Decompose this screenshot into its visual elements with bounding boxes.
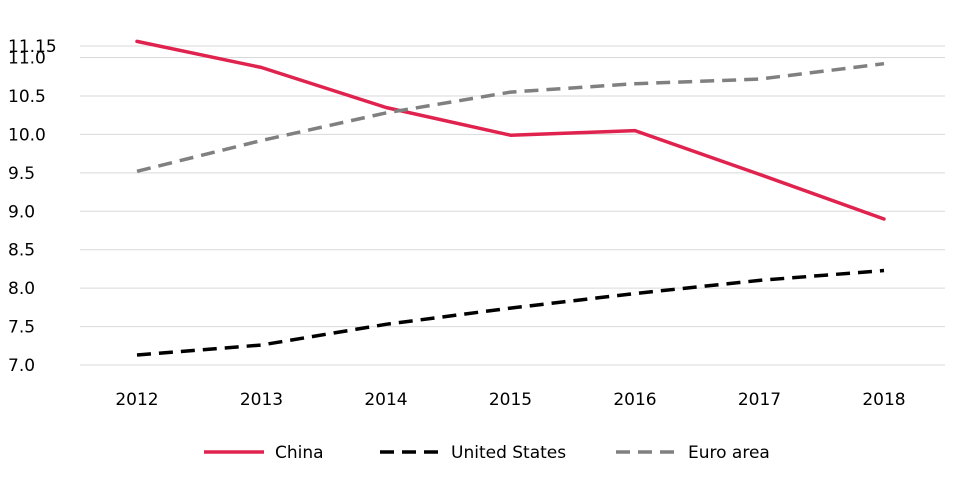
x-tick-label: 2016	[613, 390, 656, 410]
gridlines	[80, 45, 945, 366]
x-tick-label: 2015	[489, 390, 532, 410]
y-tick-label: 11.15	[8, 37, 57, 57]
y-tick-label: 8.5	[8, 241, 35, 261]
legend-item: United States	[380, 443, 566, 463]
y-tick-label: 8.0	[8, 279, 35, 299]
legend-item: Euro area	[616, 443, 770, 463]
legend-label: United States	[451, 443, 566, 463]
legend-label: China	[275, 443, 324, 463]
series-line-united-states	[136, 268, 885, 357]
legend: China United States Euro area	[204, 443, 770, 463]
series-line-china	[135, 39, 886, 221]
y-tick-label: 9.0	[8, 202, 35, 222]
y-tick-label: 9.5	[8, 164, 35, 184]
y-tick-label: 7.0	[8, 356, 35, 376]
x-axis-ticks: 2012 2013 2014 2015 2016 2017 2018	[115, 390, 905, 410]
series-line-euro-area	[136, 61, 885, 173]
x-tick-label: 2018	[862, 390, 905, 410]
y-axis-ticks: 7.0 7.5 8.0 8.5 9.0 9.5 10.0 10.5 11.011.15	[8, 37, 57, 376]
legend-item: China	[204, 443, 324, 463]
x-tick-label: 2014	[364, 390, 407, 410]
x-tick-label: 2012	[115, 390, 158, 410]
x-tick-label: 2017	[738, 390, 781, 410]
series-lines	[135, 39, 886, 357]
y-tick-label: 11.0	[8, 49, 46, 69]
y-tick-label: 10.5	[8, 87, 46, 107]
legend-label: Euro area	[688, 443, 770, 463]
y-tick-label: 7.5	[8, 318, 35, 338]
x-tick-label: 2013	[240, 390, 283, 410]
y-tick-label: 10.0	[8, 125, 46, 145]
